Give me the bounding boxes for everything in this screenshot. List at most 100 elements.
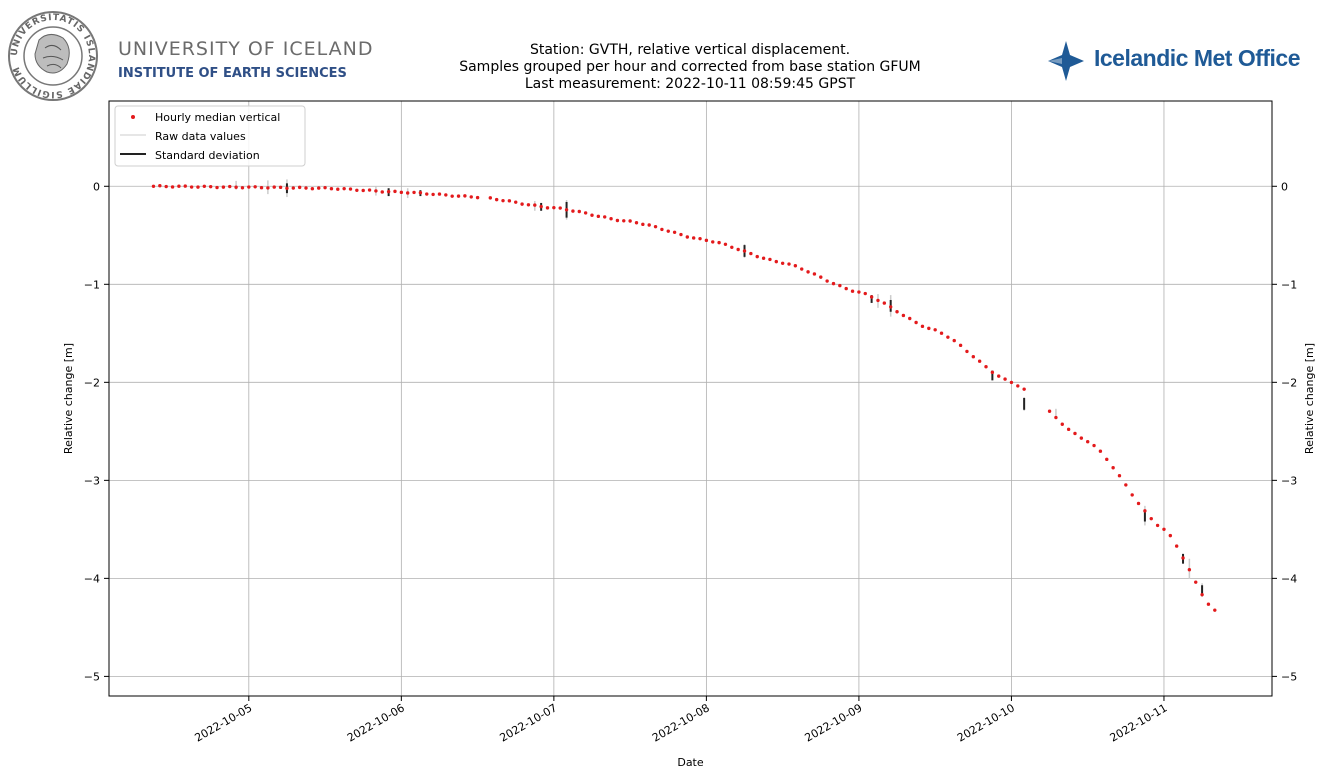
median-point xyxy=(997,374,1001,378)
y-tick-label-right: 0 xyxy=(1281,180,1288,193)
median-point xyxy=(831,281,836,286)
median-point xyxy=(539,204,543,209)
median-point xyxy=(1073,431,1077,436)
x-tick-label: 2022-10-06 xyxy=(345,701,407,744)
university-seal-logo: UNIVERSITATIS ISLANDIAE SIGILLUM xyxy=(8,11,98,101)
met-office-mark-logo xyxy=(1048,41,1084,81)
median-point xyxy=(202,184,207,189)
y-tick-label-left: −3 xyxy=(84,474,100,487)
median-point xyxy=(444,193,448,197)
median-point xyxy=(641,222,645,227)
median-point xyxy=(711,240,715,244)
median-point xyxy=(920,324,925,329)
median-point xyxy=(348,187,353,191)
median-point xyxy=(545,206,550,210)
y-tick-label-left: 0 xyxy=(93,180,100,193)
university-name: UNIVERSITY OF ICELAND xyxy=(118,38,374,60)
median-point xyxy=(742,249,747,253)
median-point xyxy=(469,195,473,199)
median-point xyxy=(876,298,880,303)
median-point xyxy=(418,191,423,195)
median-point xyxy=(1136,501,1141,506)
median-point xyxy=(666,229,670,233)
median-point xyxy=(297,185,302,190)
median-point xyxy=(895,310,899,314)
median-point xyxy=(1130,493,1134,497)
median-point xyxy=(958,343,963,348)
median-point xyxy=(1098,449,1103,453)
median-point xyxy=(361,188,365,193)
median-point xyxy=(234,185,238,189)
median-point xyxy=(1149,516,1153,521)
median-point xyxy=(526,203,531,207)
x-tick-label: 2022-10-07 xyxy=(497,701,559,744)
legend-marker-median xyxy=(131,115,135,119)
median-point xyxy=(247,185,251,189)
legend-box xyxy=(114,105,306,167)
median-point xyxy=(787,262,791,266)
median-point xyxy=(952,338,956,343)
plot-frame xyxy=(108,100,1273,697)
median-point xyxy=(291,186,296,190)
median-point xyxy=(672,230,677,234)
median-point xyxy=(405,191,410,195)
median-point xyxy=(158,184,162,188)
median-point xyxy=(215,185,219,190)
x-tick-label: 2022-10-09 xyxy=(803,701,865,744)
median-point xyxy=(380,190,384,194)
median-point xyxy=(774,259,778,264)
median-point xyxy=(336,187,340,191)
chart-title-line-1: Station: GVTH, relative vertical displac… xyxy=(529,42,851,58)
median-point xyxy=(310,187,315,191)
median-point xyxy=(253,185,257,189)
median-point xyxy=(736,247,740,252)
met-office-name: Icelandic Met Office xyxy=(1094,45,1301,71)
median-point xyxy=(603,215,607,219)
median-point xyxy=(317,186,321,190)
median-point xyxy=(355,188,359,192)
median-point xyxy=(1168,533,1173,538)
median-point xyxy=(1111,466,1115,470)
y-tick-label-left: −1 xyxy=(84,278,100,291)
median-point xyxy=(1016,384,1020,388)
median-point xyxy=(374,189,378,193)
x-tick-label: 2022-10-08 xyxy=(650,701,712,744)
institute-name: INSTITUTE OF EARTH SCIENCES xyxy=(118,66,347,81)
median-point xyxy=(984,365,988,369)
median-point xyxy=(768,257,772,262)
median-point xyxy=(425,192,429,196)
median-point xyxy=(793,264,798,268)
median-point xyxy=(494,197,499,202)
median-point xyxy=(367,188,372,192)
median-point xyxy=(514,200,518,204)
y-tick-label-right: −4 xyxy=(1281,572,1297,585)
median-point xyxy=(1117,473,1122,478)
median-point xyxy=(844,286,848,291)
median-point xyxy=(552,205,556,210)
median-point xyxy=(1143,509,1147,513)
median-point xyxy=(151,184,156,188)
y-tick-label-left: −4 xyxy=(84,572,100,585)
median-point xyxy=(888,305,893,309)
median-point xyxy=(628,219,632,223)
median-point xyxy=(1085,440,1090,444)
median-point xyxy=(431,192,435,197)
median-point xyxy=(1213,608,1217,612)
x-tick-label: 2022-10-05 xyxy=(192,701,254,744)
median-point xyxy=(278,185,283,190)
median-point xyxy=(691,236,696,240)
median-point xyxy=(1200,592,1204,597)
median-point xyxy=(863,291,867,296)
y-tick-label-left: −5 xyxy=(84,670,100,683)
median-point xyxy=(590,213,594,217)
y-tick-label-right: −5 xyxy=(1281,670,1297,683)
median-point xyxy=(1155,523,1160,528)
median-point xyxy=(1009,380,1014,385)
median-point xyxy=(285,186,289,190)
median-point xyxy=(189,185,194,189)
median-point xyxy=(634,221,639,225)
median-point xyxy=(177,184,181,188)
median-point xyxy=(1054,415,1058,420)
median-point xyxy=(755,254,759,259)
median-point xyxy=(825,279,829,283)
